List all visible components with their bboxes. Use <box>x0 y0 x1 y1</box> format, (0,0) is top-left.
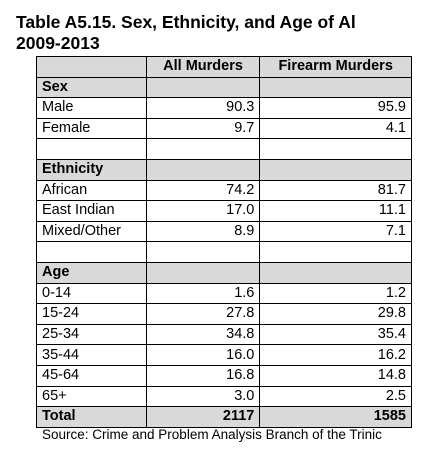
total-all-murders: 2117 <box>145 406 261 428</box>
firearm-murders-value: 81.7 <box>259 179 412 202</box>
section-row-ethnicity: Ethnicity <box>36 158 412 181</box>
section-label: Ethnicity <box>36 158 147 181</box>
spacer-row <box>36 241 412 263</box>
row-label: Mixed/Other <box>36 220 147 243</box>
row-label: 0-14 <box>36 282 147 305</box>
table-title-line-2: 2009-2013 <box>16 33 100 53</box>
firearm-murders-value: 11.1 <box>259 200 412 222</box>
section-row-age: Age <box>36 261 412 284</box>
firearm-murders-value: 95.9 <box>259 97 412 119</box>
table-row: 35-44 16.0 16.2 <box>36 344 412 366</box>
all-murders-value: 90.3 <box>145 97 261 119</box>
data-table: All Murders Firearm Murders Sex Male 90.… <box>36 56 412 428</box>
total-row: Total 2117 1585 <box>36 406 412 428</box>
row-label: East Indian <box>36 200 147 222</box>
total-firearm-murders: 1585 <box>259 406 412 428</box>
table-row: 15-24 27.8 29.8 <box>36 303 412 325</box>
all-murders-value: 3.0 <box>145 385 261 408</box>
all-murders-value: 1.6 <box>145 282 261 305</box>
header-all-murders: All Murders <box>145 56 261 78</box>
section-label: Age <box>36 261 147 284</box>
row-label: 25-34 <box>36 323 147 346</box>
header-cell-blank <box>36 56 147 78</box>
row-label: 35-44 <box>36 344 147 366</box>
all-murders-value: 16.0 <box>145 344 261 366</box>
total-label: Total <box>36 406 147 428</box>
row-label: Female <box>36 117 147 140</box>
section-row-sex: Sex <box>36 76 412 99</box>
table-title-line-1: Table A5.15. Sex, Ethnicity, and Age of … <box>16 12 356 32</box>
firearm-murders-value: 14.8 <box>259 364 412 387</box>
all-murders-value: 17.0 <box>145 200 261 222</box>
all-murders-value: 27.8 <box>145 303 261 325</box>
table-row: Male 90.3 95.9 <box>36 97 412 119</box>
row-label: African <box>36 179 147 202</box>
table-row: 65+ 3.0 2.5 <box>36 385 412 408</box>
table-title: Table A5.15. Sex, Ethnicity, and Age of … <box>16 12 356 54</box>
table-row: 45-64 16.8 14.8 <box>36 364 412 387</box>
source-note: Source: Crime and Problem Analysis Branc… <box>42 427 382 442</box>
row-label: 65+ <box>36 385 147 408</box>
row-label: 15-24 <box>36 303 147 325</box>
all-murders-value: 34.8 <box>145 323 261 346</box>
all-murders-value: 8.9 <box>145 220 261 243</box>
firearm-murders-value: 35.4 <box>259 323 412 346</box>
row-label: Male <box>36 97 147 119</box>
all-murders-value: 74.2 <box>145 179 261 202</box>
section-label: Sex <box>36 76 147 99</box>
table-row: 0-14 1.6 1.2 <box>36 282 412 305</box>
firearm-murders-value: 4.1 <box>259 117 412 140</box>
table-row: 25-34 34.8 35.4 <box>36 323 412 346</box>
table-row: Female 9.7 4.1 <box>36 117 412 140</box>
firearm-murders-value: 29.8 <box>259 303 412 325</box>
firearm-murders-value: 7.1 <box>259 220 412 243</box>
firearm-murders-value: 1.2 <box>259 282 412 305</box>
header-row: All Murders Firearm Murders <box>36 56 412 78</box>
row-label: 45-64 <box>36 364 147 387</box>
spacer-row <box>36 138 412 160</box>
all-murders-value: 16.8 <box>145 364 261 387</box>
all-murders-value: 9.7 <box>145 117 261 140</box>
table-row: African 74.2 81.7 <box>36 179 412 202</box>
table-row: East Indian 17.0 11.1 <box>36 200 412 222</box>
header-firearm-murders: Firearm Murders <box>259 56 412 78</box>
table-row: Mixed/Other 8.9 7.1 <box>36 220 412 243</box>
firearm-murders-value: 2.5 <box>259 385 412 408</box>
firearm-murders-value: 16.2 <box>259 344 412 366</box>
